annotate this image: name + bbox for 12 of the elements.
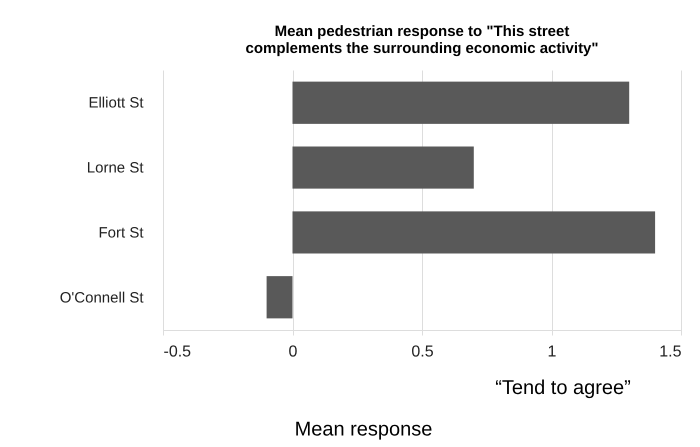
x-tick-label: 0.5	[411, 344, 434, 360]
x-axis-title: Mean response	[294, 418, 432, 440]
x-tick-label: -0.5	[164, 344, 192, 360]
y-tick-label: Fort St	[98, 224, 144, 242]
x-tick-label: 1	[548, 344, 557, 360]
text: “Tend to agree”	[495, 377, 631, 399]
x-tick-label: 1.5	[659, 344, 682, 360]
x-tick-label: 0	[288, 344, 298, 360]
y-tick-label: Elliott St	[88, 94, 144, 112]
chart-title: Mean pedestrian response to "This street complements the surrounding economic activity"	[245, 23, 599, 57]
y-tick-label: Lorne St	[86, 160, 144, 177]
y-tick-label: O'Connell St	[60, 289, 144, 306]
